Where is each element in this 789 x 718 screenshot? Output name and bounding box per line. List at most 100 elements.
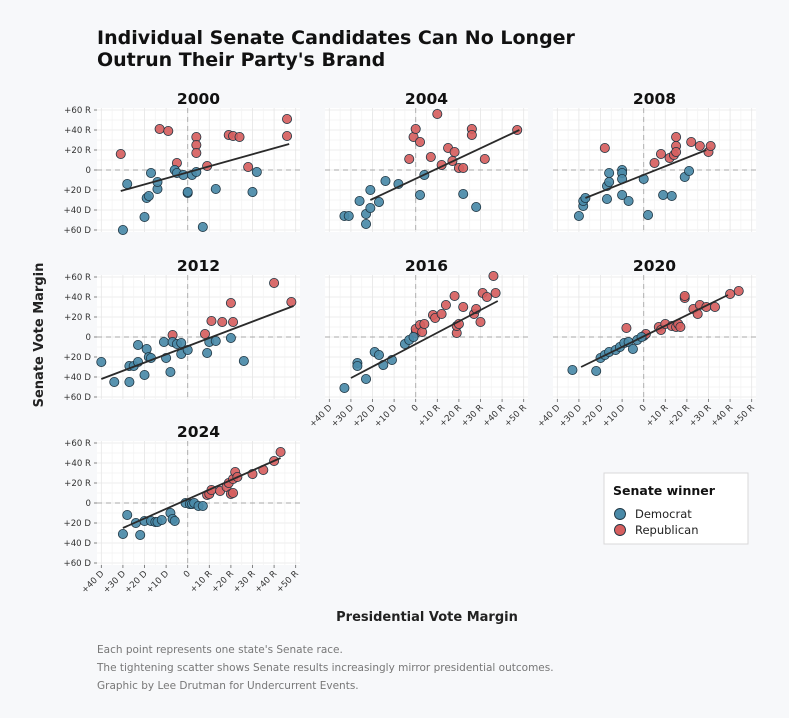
data-point-republican — [458, 162, 469, 173]
panel-2024: 2024+60 R+40 R+20 R0+20 D+40 D+60 D+40 D… — [64, 423, 301, 596]
panel-title-2004: 2004 — [405, 90, 448, 108]
x-tick-label: 0 — [638, 403, 649, 414]
data-point-democrat — [343, 210, 354, 221]
data-point-democrat — [165, 366, 176, 377]
data-point-democrat — [458, 188, 469, 199]
data-point-democrat — [156, 515, 167, 526]
data-point-republican — [675, 321, 686, 332]
trend-line — [580, 294, 729, 368]
x-tick-label: +10 R — [644, 403, 670, 429]
data-point-republican — [449, 146, 460, 157]
data-point-democrat — [573, 210, 584, 221]
data-point-democrat — [604, 176, 615, 187]
data-point-republican — [286, 296, 297, 307]
footnote-3: Graphic by Lee Drutman for Undercurrent … — [97, 680, 359, 692]
data-point-democrat — [354, 195, 365, 206]
panel-2004: 2004 — [325, 90, 528, 232]
y-tick-label: +60 R — [64, 273, 91, 283]
x-tick-label: 0 — [410, 403, 421, 414]
data-point-democrat — [361, 373, 372, 384]
x-tick-label: +50 R — [731, 403, 757, 429]
trend-line — [585, 149, 707, 199]
x-axis-label: Presidential Vote Margin — [336, 610, 518, 625]
x-tick-label: +20 R — [666, 403, 692, 429]
x-tick-label: +30 R — [460, 403, 486, 429]
footnote-1: Each point represents one state's Senate… — [97, 644, 343, 656]
x-tick-label: +20 D — [351, 403, 378, 430]
data-point-republican — [243, 161, 254, 172]
legend-label-democrat: Democrat — [635, 507, 692, 521]
data-point-democrat — [139, 369, 150, 380]
y-tick-label: +40 D — [64, 373, 92, 383]
data-point-democrat — [408, 331, 419, 342]
y-tick-label: +60 D — [64, 559, 92, 569]
data-point-democrat — [251, 166, 262, 177]
trend-line — [122, 457, 281, 529]
data-point-democrat — [471, 201, 482, 212]
data-point-republican — [225, 297, 236, 308]
panel-title-2024: 2024 — [177, 423, 220, 441]
data-point-democrat — [365, 184, 376, 195]
data-point-republican — [436, 308, 447, 319]
data-point-democrat — [109, 376, 120, 387]
data-point-democrat — [339, 382, 350, 393]
x-tick-label: +30 R — [232, 569, 258, 595]
data-point-democrat — [373, 196, 384, 207]
y-tick-label: +60 R — [64, 106, 91, 116]
y-tick-label: +40 D — [64, 539, 92, 549]
chart-title-line-2: Outrun Their Party's Brand — [97, 49, 385, 71]
x-tick-label: +40 R — [253, 569, 279, 595]
x-tick-label: +30 D — [330, 403, 357, 430]
x-tick-label: +20 D — [123, 569, 150, 596]
y-tick-label: +60 D — [64, 226, 92, 236]
data-point-democrat — [623, 195, 634, 206]
data-point-democrat — [122, 509, 133, 520]
panel-2016: 2016 +40 D+30 D+20 D+10 D 0+10 R+20 R+30 R… — [308, 257, 529, 430]
y-tick-label: +20 D — [64, 519, 92, 529]
data-point-democrat — [117, 224, 128, 235]
y-tick-label: 0 — [86, 499, 91, 509]
legend-swatch-democrat — [614, 508, 626, 520]
panel-2012: 2012 +60 R +40 R +20 R 0 +20 D +40 D +60 D — [64, 257, 300, 403]
data-point-democrat — [643, 209, 654, 220]
x-tick-label: +40 D — [536, 403, 563, 430]
trend-line — [120, 143, 290, 192]
data-point-democrat — [352, 360, 363, 371]
data-point-republican — [115, 148, 126, 159]
y-tick-label: +20 D — [64, 353, 92, 363]
x-tick-label: +20 R — [210, 569, 236, 595]
y-tick-label: +60 R — [64, 439, 91, 449]
data-point-democrat — [143, 190, 154, 201]
y-tick-label: +40 R — [64, 126, 91, 136]
data-point-democrat — [135, 530, 146, 541]
data-point-democrat — [96, 356, 107, 367]
x-tick-label: +30 R — [688, 403, 714, 429]
data-point-democrat — [627, 343, 638, 354]
x-tick-label: 0 — [182, 569, 193, 580]
data-point-republican — [458, 301, 469, 312]
data-point-republican — [725, 288, 736, 299]
data-point-democrat — [604, 167, 615, 178]
x-tick-label: +50 R — [275, 569, 301, 595]
chart-title-line-1: Individual Senate Candidates Can No Long… — [97, 27, 576, 49]
data-point-democrat — [361, 218, 372, 229]
y-axis-label: Senate Vote Margin — [32, 263, 47, 408]
data-point-democrat — [365, 202, 376, 213]
data-point-republican — [275, 446, 286, 457]
data-point-republican — [466, 129, 477, 140]
panel-title-2020: 2020 — [633, 257, 676, 275]
data-point-republican — [649, 157, 660, 168]
data-point-democrat — [169, 516, 180, 527]
y-tick-label: +20 D — [64, 186, 92, 196]
data-point-republican — [679, 290, 690, 301]
data-point-democrat — [238, 355, 249, 366]
data-point-republican — [228, 316, 239, 327]
data-point-republican — [199, 328, 210, 339]
data-point-democrat — [122, 178, 133, 189]
x-tick-label: +20 D — [579, 403, 606, 430]
data-point-democrat — [202, 347, 213, 358]
data-point-republican — [206, 315, 217, 326]
data-point-republican — [694, 140, 705, 151]
data-point-republican — [410, 124, 421, 135]
y-tick-label: +40 R — [64, 459, 91, 469]
